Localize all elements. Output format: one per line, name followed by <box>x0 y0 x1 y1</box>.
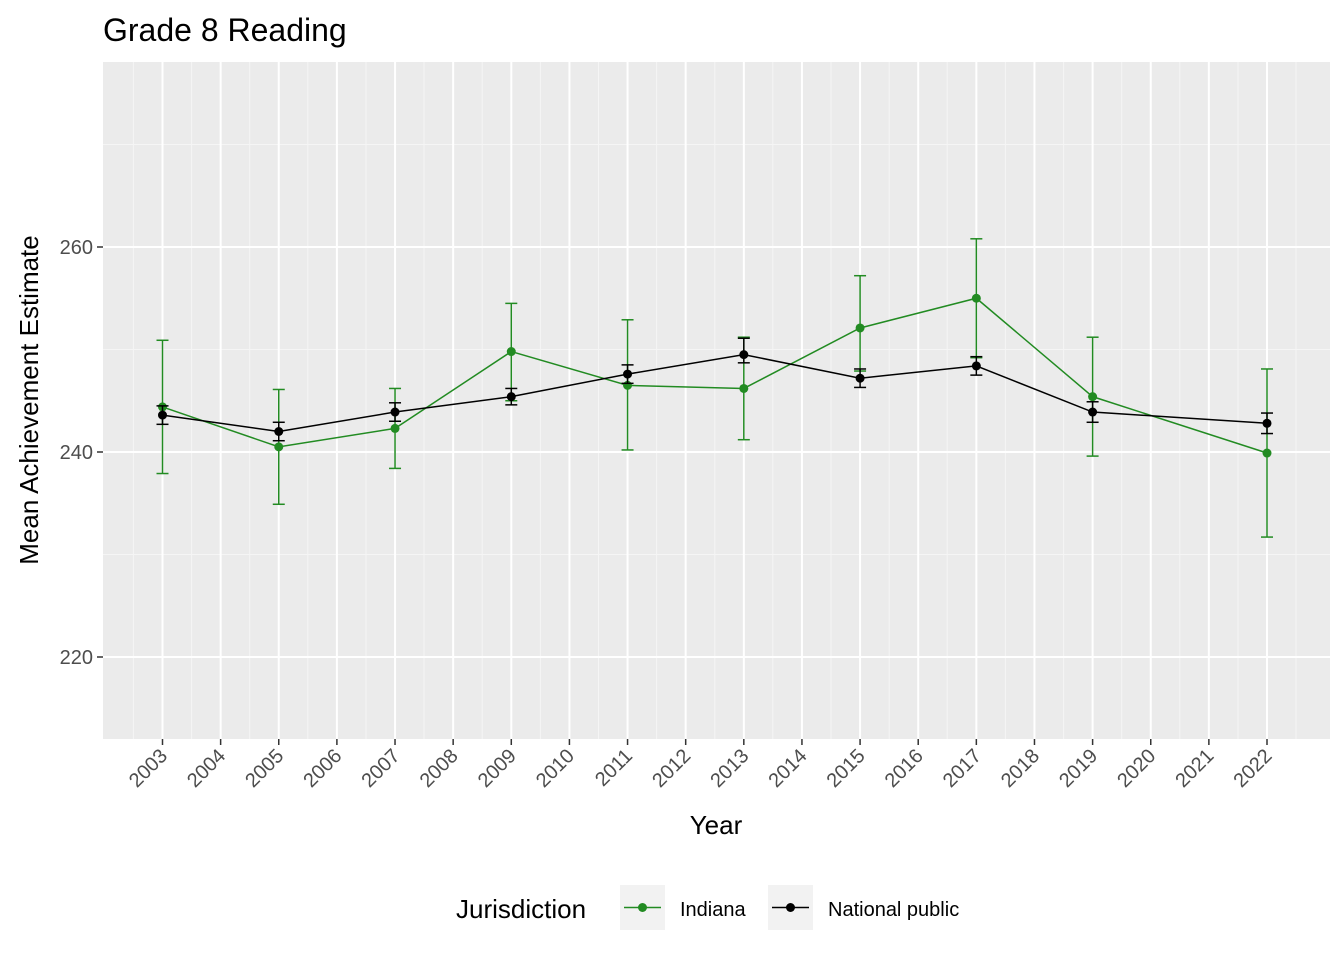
data-point <box>739 383 749 393</box>
legend-title: Jurisdiction <box>456 894 586 924</box>
x-tick-label: 2004 <box>183 745 230 792</box>
x-tick-label: 2003 <box>125 745 172 792</box>
x-tick-label: 2020 <box>1113 745 1160 792</box>
y-axis: 220 240 260 <box>60 237 103 669</box>
data-point <box>390 423 400 433</box>
legend: Jurisdiction Indiana National public <box>456 885 959 930</box>
x-tick-label: 2014 <box>764 745 811 792</box>
data-point <box>506 392 516 402</box>
y-tick-label: 240 <box>60 442 93 464</box>
data-point <box>1262 418 1272 428</box>
x-tick-label: 2013 <box>706 745 753 792</box>
chart-title: Grade 8 Reading <box>103 12 347 48</box>
data-point <box>1088 392 1098 402</box>
x-tick-label: 2016 <box>881 745 928 792</box>
data-point <box>971 361 981 371</box>
plot-panel <box>103 62 1330 739</box>
x-tick-label: 2005 <box>241 745 288 792</box>
data-point <box>855 373 865 383</box>
series-layer <box>156 238 1273 538</box>
series-line <box>162 297 1268 454</box>
x-tick-label: 2010 <box>532 745 579 792</box>
y-tick-label: 260 <box>60 237 93 259</box>
x-tick-label: 2008 <box>416 745 463 792</box>
y-axis-title: Mean Achievement Estimate <box>14 235 44 565</box>
x-tick-label: 2018 <box>997 745 1044 792</box>
x-tick-label: 2012 <box>648 745 695 792</box>
x-tick-label: 2019 <box>1055 745 1102 792</box>
legend-label: Indiana <box>680 899 746 921</box>
x-tick-label: 2017 <box>939 745 986 792</box>
data-point <box>855 323 865 333</box>
series-indiana <box>156 238 1273 538</box>
data-point <box>274 427 284 436</box>
data-point <box>623 369 633 379</box>
data-point <box>274 442 284 452</box>
data-point <box>390 407 400 417</box>
legend-key-point <box>638 903 647 912</box>
x-tick-label: 2006 <box>299 745 346 792</box>
legend-label: National public <box>828 899 959 921</box>
x-tick-label: 2007 <box>358 745 405 792</box>
x-tick-label: 2009 <box>474 745 521 792</box>
minor-grid <box>103 62 1330 739</box>
x-axis: 2003 2004 2005 2006 2007 2008 2009 2010 2011 2012… <box>125 739 1277 792</box>
data-point <box>739 350 749 360</box>
data-point <box>506 347 516 357</box>
series-national-public <box>156 337 1273 442</box>
x-tick-label: 2021 <box>1171 745 1218 792</box>
y-tick-label: 220 <box>60 647 93 669</box>
series-line <box>162 353 1268 433</box>
x-tick-label: 2015 <box>823 745 870 792</box>
x-tick-label: 2011 <box>591 745 637 791</box>
data-point <box>971 293 981 303</box>
data-point <box>158 410 167 420</box>
data-point <box>1262 448 1272 458</box>
x-axis-title: Year <box>690 810 743 840</box>
x-tick-label: 2022 <box>1230 745 1277 792</box>
legend-key-point <box>786 903 795 912</box>
data-point <box>1088 407 1098 417</box>
